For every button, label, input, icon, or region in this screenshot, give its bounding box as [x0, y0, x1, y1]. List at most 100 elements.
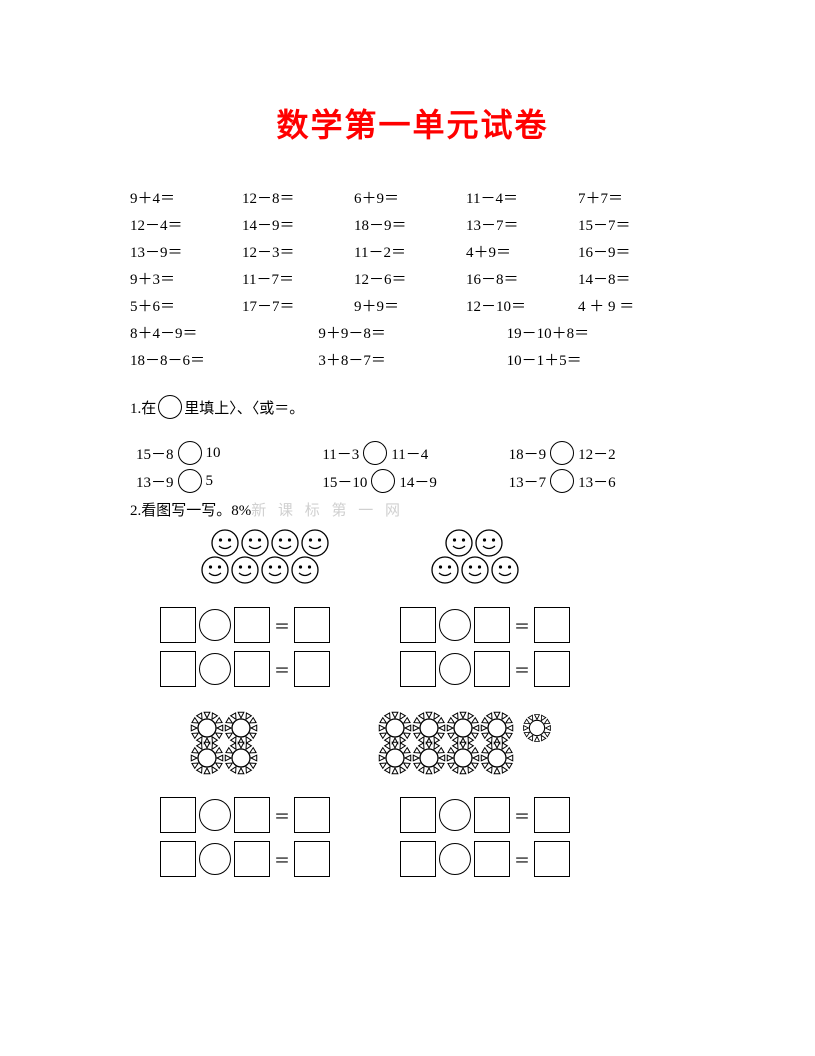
compare-left: 18－9	[509, 443, 547, 464]
answer-box[interactable]	[234, 841, 270, 877]
arith-cell: 13－7＝	[466, 213, 578, 240]
arith-cell: 12－3＝	[242, 240, 354, 267]
arith-cell: 12－4＝	[130, 213, 242, 240]
smiley-icon	[290, 555, 320, 585]
answer-box[interactable]	[160, 841, 196, 877]
arith-cell: 16－8＝	[466, 267, 578, 294]
circle-icon	[178, 469, 202, 493]
compare-cell: 15－8 10	[136, 441, 322, 465]
answer-box[interactable]	[474, 841, 510, 877]
answer-box[interactable]	[400, 841, 436, 877]
smiley-icon	[474, 528, 504, 558]
compare-row: 13－9 515－1014－913－713－6	[136, 469, 695, 493]
equation-block: ＝＝	[160, 607, 400, 687]
operator-circle[interactable]	[199, 609, 231, 641]
operator-circle[interactable]	[199, 843, 231, 875]
equation-row: ＝	[400, 797, 570, 833]
compare-right: 10	[206, 445, 221, 462]
circle-icon	[178, 441, 202, 465]
sun-icon	[190, 741, 224, 775]
arith-cell: 13－9＝	[130, 240, 242, 267]
answer-box[interactable]	[160, 651, 196, 687]
answer-box[interactable]	[474, 651, 510, 687]
picture-row	[190, 711, 695, 775]
answer-box[interactable]	[160, 607, 196, 643]
sun-icon	[446, 711, 480, 745]
operator-circle[interactable]	[199, 799, 231, 831]
circle-icon	[371, 469, 395, 493]
answer-box[interactable]	[234, 651, 270, 687]
equation-pair-row: ＝＝＝＝	[160, 787, 695, 885]
answer-box[interactable]	[534, 841, 570, 877]
compare-left: 15－8	[136, 443, 174, 464]
compare-cell: 18－912－2	[509, 441, 695, 465]
compare-right: 13－6	[578, 471, 616, 492]
arith-cell: 9＋9＝	[354, 294, 466, 321]
arith-row: 8＋4－9＝9＋9－8＝19－10＋8＝	[130, 321, 695, 348]
question-2-prompt: 2.看图写一写。8%新 课 标 第 一 网	[130, 499, 695, 520]
circle-icon	[550, 441, 574, 465]
sun-icon	[523, 714, 552, 743]
circle-icon	[550, 469, 574, 493]
sun-icon	[446, 741, 480, 775]
smiley-icon	[460, 555, 490, 585]
arith-row: 5＋6＝17－7＝9＋9＝12－10＝4 ＋ 9 ＝	[130, 294, 695, 321]
answer-box[interactable]	[234, 607, 270, 643]
answer-box[interactable]	[400, 651, 436, 687]
answer-box[interactable]	[294, 651, 330, 687]
operator-circle[interactable]	[439, 653, 471, 685]
sun-icon	[412, 711, 446, 745]
arith-cell: 12－10＝	[466, 294, 578, 321]
operator-circle[interactable]	[439, 799, 471, 831]
arith-row: 18－8－6＝3＋8－7＝10－1＋5＝	[130, 348, 695, 375]
smiley-icon	[270, 528, 300, 558]
operator-circle[interactable]	[439, 843, 471, 875]
answer-box[interactable]	[400, 607, 436, 643]
answer-box[interactable]	[474, 607, 510, 643]
arith-cell: 5＋6＝	[130, 294, 242, 321]
arith-cell: 19－10＋8＝	[507, 321, 695, 348]
compare-left: 15－10	[322, 471, 367, 492]
picture-row	[200, 528, 695, 585]
smiley-icon	[490, 555, 520, 585]
arith-cell: 9＋4＝	[130, 186, 242, 213]
answer-box[interactable]	[294, 797, 330, 833]
sun-group	[378, 711, 554, 775]
answer-box[interactable]	[234, 797, 270, 833]
question-1-prompt: 1.在 里填上〉、〈或＝。	[130, 395, 695, 419]
compare-cell: 11－311－4	[322, 441, 508, 465]
arith-cell: 8＋4－9＝	[130, 321, 318, 348]
smiley-icon	[200, 555, 230, 585]
answer-box[interactable]	[534, 607, 570, 643]
arith-cell: 4 ＋ 9 ＝	[578, 294, 690, 321]
compare-right: 5	[206, 473, 214, 490]
equation-block: ＝＝	[160, 797, 400, 877]
compare-right: 11－4	[391, 443, 428, 464]
operator-circle[interactable]	[199, 653, 231, 685]
answer-box[interactable]	[294, 607, 330, 643]
arith-cell: 4＋9＝	[466, 240, 578, 267]
arith-cell: 7＋7＝	[578, 186, 690, 213]
answer-box[interactable]	[400, 797, 436, 833]
arith-cell: 14－9＝	[242, 213, 354, 240]
compare-block: 15－81011－311－418－912－213－9 515－1014－913－…	[136, 441, 695, 493]
answer-box[interactable]	[534, 651, 570, 687]
arith-cell: 12－6＝	[354, 267, 466, 294]
equals-sign: ＝	[274, 803, 290, 827]
answer-box[interactable]	[160, 797, 196, 833]
answer-box[interactable]	[534, 797, 570, 833]
answer-box[interactable]	[294, 841, 330, 877]
equals-sign: ＝	[514, 657, 530, 681]
circle-icon	[158, 395, 182, 419]
equals-sign: ＝	[514, 803, 530, 827]
arith-row: 12－4＝14－9＝18－9＝13－7＝15－7＝	[130, 213, 695, 240]
arith-cell: 9＋9－8＝	[318, 321, 506, 348]
operator-circle[interactable]	[439, 609, 471, 641]
smiley-icon	[444, 528, 474, 558]
arith-row: 9＋3＝11－7＝12－6＝16－8＝14－8＝	[130, 267, 695, 294]
answer-box[interactable]	[474, 797, 510, 833]
arith-cell: 18－9＝	[354, 213, 466, 240]
smiley-icon	[260, 555, 290, 585]
arith-cell: 17－7＝	[242, 294, 354, 321]
equation-block: ＝＝	[400, 607, 570, 687]
